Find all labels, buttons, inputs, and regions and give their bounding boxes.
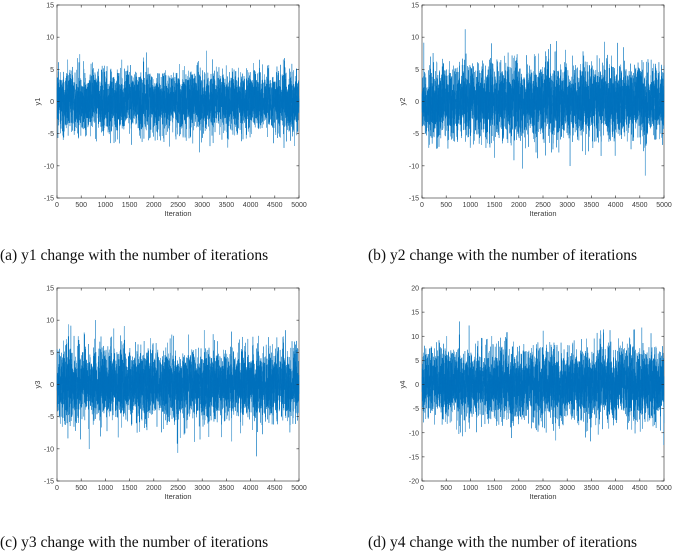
x-tick-label: 5000 — [291, 202, 307, 209]
y-tick-label: 10 — [411, 35, 419, 42]
y-tick-label: 15 — [46, 286, 54, 293]
y-tick-label: -10 — [409, 430, 419, 437]
x-tick-label: 1500 — [487, 202, 503, 209]
x-tick-label: 500 — [440, 485, 452, 492]
y-tick-label: -20 — [409, 479, 419, 486]
y-tick-label: 10 — [46, 35, 54, 42]
x-tick-label: 3500 — [584, 202, 600, 209]
x-tick-label: 5000 — [656, 485, 672, 492]
x-tick-label: 1000 — [98, 202, 114, 209]
x-axis-label: Iteration — [529, 492, 556, 501]
chart-y1: 0 500 1000 1500 2000 2500 3000 3500 4000 4500 5000… — [30, 0, 320, 222]
x-tick-label: 4000 — [243, 485, 259, 492]
y-axis-label: y2 — [398, 98, 407, 106]
x-tick-label: 500 — [75, 485, 87, 492]
x-tick-label: 4000 — [608, 485, 624, 492]
y-tick-label: 15 — [411, 310, 419, 317]
x-tick-label: 2000 — [146, 485, 162, 492]
x-tick-label: 3000 — [194, 485, 210, 492]
x-tick-label: 4000 — [243, 202, 259, 209]
x-tick-label: 1000 — [463, 485, 479, 492]
x-tick-label: 3000 — [559, 202, 575, 209]
y-tick-label: -5 — [48, 414, 54, 421]
x-tick-label: 2500 — [535, 202, 551, 209]
x-tick-label: 2500 — [170, 485, 186, 492]
x-axis-label: Iteration — [164, 492, 191, 501]
chart-y2-svg: 0 500 1000 1500 2000 2500 3000 3500 4000 4500 5000… — [398, 3, 672, 219]
chart-y4: 0 500 1000 1500 2000 2500 3000 3500 4000 4500 5000… — [395, 283, 685, 505]
y-tick-label: 20 — [411, 286, 419, 293]
x-tick-label: 3500 — [219, 485, 235, 492]
y-tick-label: -10 — [44, 163, 54, 170]
y-tick-label: -5 — [413, 406, 419, 413]
y-tick-label: -10 — [409, 163, 419, 170]
x-tick-label: 4000 — [608, 202, 624, 209]
series-line — [421, 321, 665, 446]
y-tick-label: 5 — [50, 67, 54, 74]
y-tick-label: 5 — [415, 358, 419, 365]
y-axis-label: y1 — [33, 98, 42, 106]
y-tick-label: 0 — [415, 382, 419, 389]
x-tick-label: 3500 — [219, 202, 235, 209]
x-tick-label: 2000 — [511, 485, 527, 492]
chart-y1-svg: 0 500 1000 1500 2000 2500 3000 3500 4000 4500 5000… — [33, 3, 307, 219]
x-tick-label: 3000 — [194, 202, 210, 209]
chart-y4-svg: 0 500 1000 1500 2000 2500 3000 3500 4000 4500 5000… — [398, 286, 672, 502]
x-axis-label: Iteration — [529, 209, 556, 218]
x-tick-label: 500 — [75, 202, 87, 209]
y-tick-label: -15 — [409, 454, 419, 461]
y-tick-label: -5 — [413, 131, 419, 138]
x-tick-label: 4500 — [267, 202, 283, 209]
y-tick-label: 10 — [46, 318, 54, 325]
x-tick-label: 3500 — [584, 485, 600, 492]
x-tick-label: 1500 — [122, 202, 138, 209]
caption-y3: (c) y3 change with the number of iterati… — [0, 534, 269, 551]
y-tick-label: 0 — [415, 99, 419, 106]
chart-y2: 0 500 1000 1500 2000 2500 3000 3500 4000 4500 5000… — [395, 0, 685, 222]
series-line — [56, 319, 300, 457]
x-tick-label: 2000 — [146, 202, 162, 209]
x-tick-label: 5000 — [291, 485, 307, 492]
caption-y4: (d) y4 change with the number of iterati… — [368, 534, 638, 551]
x-tick-label: 500 — [440, 202, 452, 209]
x-tick-label: 2500 — [535, 485, 551, 492]
y-axis-label: y3 — [33, 381, 42, 389]
x-tick-label: 5000 — [656, 202, 672, 209]
x-tick-label: 1500 — [122, 485, 138, 492]
x-tick-label: 3000 — [559, 485, 575, 492]
y-tick-label: -15 — [409, 196, 419, 203]
x-tick-label: 0 — [420, 485, 424, 492]
x-axis-label: Iteration — [164, 209, 191, 218]
y-tick-label: 15 — [411, 3, 419, 10]
y-tick-label: 0 — [50, 382, 54, 389]
x-tick-label: 2000 — [511, 202, 527, 209]
x-tick-label: 0 — [55, 202, 59, 209]
y-tick-label: 5 — [415, 67, 419, 74]
chart-y3-svg: 0 500 1000 1500 2000 2500 3000 3500 4000 4500 5000… — [33, 286, 307, 502]
x-tick-label: 0 — [55, 485, 59, 492]
x-tick-label: 2500 — [170, 202, 186, 209]
chart-y3: 0 500 1000 1500 2000 2500 3000 3500 4000 4500 5000… — [30, 283, 320, 505]
x-tick-label: 4500 — [632, 202, 648, 209]
y-tick-label: -10 — [44, 446, 54, 453]
x-tick-label: 1000 — [98, 485, 114, 492]
series-line — [421, 29, 665, 176]
x-tick-label: 0 — [420, 202, 424, 209]
x-tick-label: 1500 — [487, 485, 503, 492]
y-tick-label: -15 — [44, 196, 54, 203]
x-tick-label: 4500 — [632, 485, 648, 492]
y-tick-label: -15 — [44, 479, 54, 486]
caption-y2: (b) y2 change with the number of iterati… — [368, 247, 638, 264]
y-tick-label: -5 — [48, 131, 54, 138]
y-tick-label: 10 — [411, 334, 419, 341]
y-tick-label: 5 — [50, 350, 54, 357]
x-tick-label: 4500 — [267, 485, 283, 492]
x-tick-label: 1000 — [463, 202, 479, 209]
y-axis-label: y4 — [398, 381, 407, 389]
y-tick-label: 15 — [46, 3, 54, 10]
series-line — [56, 50, 300, 153]
y-tick-label: 0 — [50, 99, 54, 106]
caption-y1: (a) y1 change with the number of iterati… — [0, 247, 269, 264]
